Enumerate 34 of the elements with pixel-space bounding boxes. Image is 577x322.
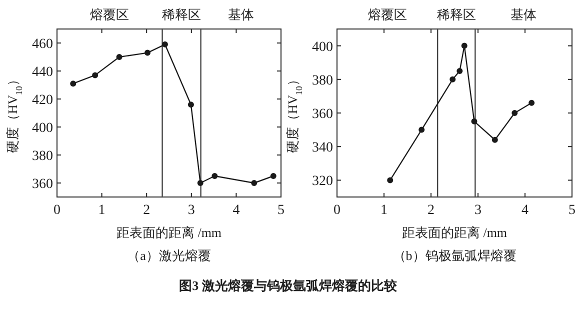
x-tick-label: 5 [278,203,284,218]
x-tick-label: 3 [188,203,195,218]
y-tick-label: 320 [312,174,333,190]
text: 熔覆区 [90,7,130,22]
x-tick-label: 3 [474,203,482,218]
y-tick-label: 420 [32,93,53,108]
x-tick-label: 2 [143,203,150,218]
x-tick-label: 2 [428,203,434,218]
y-tick-label: 360 [312,107,333,122]
x-tick-label: 5 [568,203,576,218]
text: （b）钨极氩弧焊熔覆 [392,248,516,263]
y-tick-label: 440 [32,65,53,80]
y-tick-label: 360 [32,177,53,192]
text: 稀释区 [162,7,202,22]
y-tick-label: 400 [312,40,333,55]
y-tick-label: 400 [32,121,53,136]
text: 基体 [510,7,537,22]
x-axis-title: 距表面的距离 /mm [116,225,222,240]
text: 基体 [228,7,254,22]
text: （a）激光熔覆 [127,248,211,263]
text: 稀释区 [436,7,476,22]
y-tick-label: 380 [32,149,53,164]
x-tick-label: 0 [54,203,60,218]
y-tick-label: 460 [32,37,53,52]
text: 熔覆区 [368,7,407,22]
x-tick-label: 0 [334,203,340,218]
x-tick-label: 4 [522,203,528,218]
x-tick-label: 1 [380,203,388,218]
y-tick-label: 380 [312,73,333,88]
x-tick-label: 1 [98,203,106,218]
x-tick-label: 4 [232,203,240,218]
y-tick-label: 340 [312,140,333,156]
caption: 图3 激光熔覆与钨极氩弧焊熔覆的比较 [179,278,398,293]
x-axis-title: 距表面的距离 /mm [402,225,508,240]
